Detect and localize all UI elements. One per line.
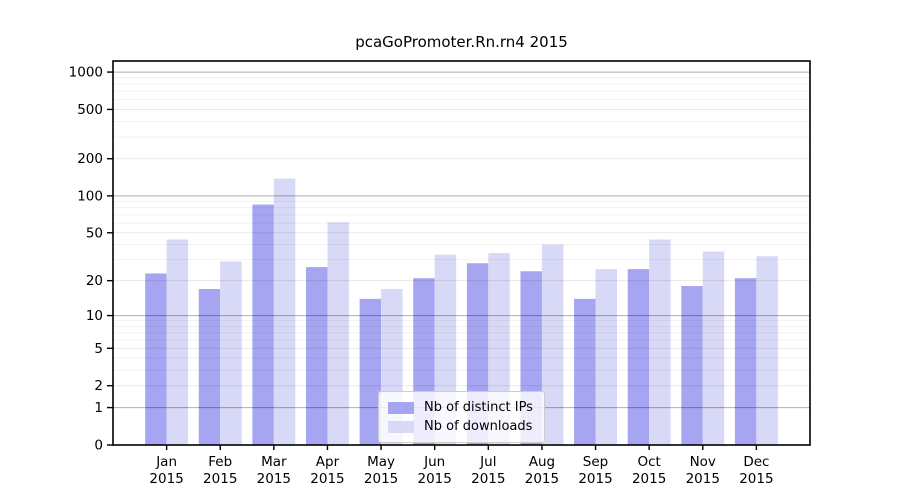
legend-label-downloads: Nb of downloads <box>424 419 533 434</box>
bar-downloads-mar <box>273 178 296 446</box>
bar-distinct-ips-sep <box>574 298 596 445</box>
y-axis-tick-label: 0 <box>94 438 103 454</box>
x-axis-tick-label-month: Dec <box>743 454 769 470</box>
x-axis-tick-label-year: 2015 <box>471 471 505 487</box>
x-axis-tick-label-month: Jul <box>479 454 496 470</box>
y-axis-tick-label: 100 <box>77 188 103 204</box>
bar-downloads-aug <box>541 244 564 445</box>
bar-downloads-nov <box>702 251 725 445</box>
x-axis-tick-label-year: 2015 <box>578 471 612 487</box>
x-axis-tick-label-year: 2015 <box>364 471 398 487</box>
legend-item-downloads: Nb of downloads <box>388 417 533 436</box>
y-axis-tick-label: 20 <box>86 273 103 289</box>
x-axis-tick-label-month: Jan <box>155 454 177 470</box>
x-axis-tick-label-year: 2015 <box>203 471 237 487</box>
bar-downloads-dec <box>756 256 778 445</box>
y-axis-tick-label: 500 <box>77 102 103 118</box>
y-axis-tick-label: 50 <box>86 225 103 241</box>
x-axis-tick-label-year: 2015 <box>739 471 773 487</box>
bar-distinct-ips-apr <box>306 267 328 445</box>
bar-downloads-feb <box>220 261 242 445</box>
x-axis-tick-label-year: 2015 <box>525 471 559 487</box>
x-axis-tick-label-year: 2015 <box>310 471 344 487</box>
x-axis-tick-label-month: Aug <box>529 454 555 470</box>
bar-distinct-ips-dec <box>734 278 757 445</box>
bar-downloads-jan <box>166 239 189 445</box>
y-axis-tick-label: 5 <box>94 341 103 357</box>
bar-distinct-ips-feb <box>198 288 221 445</box>
bar-downloads-sep <box>595 269 617 445</box>
bar-distinct-ips-nov <box>681 286 703 445</box>
x-axis-tick-label-month: Sep <box>583 454 608 470</box>
bar-distinct-ips-oct <box>627 269 650 445</box>
plot-border <box>112 60 811 446</box>
y-axis-tick-label: 2 <box>94 378 103 394</box>
bar-downloads-apr <box>327 222 349 445</box>
x-axis-tick-label-month: Mar <box>261 454 287 470</box>
x-axis-tick-label-month: Nov <box>690 454 716 470</box>
bar-distinct-ips-may <box>359 298 382 445</box>
x-axis-tick-label-year: 2015 <box>257 471 291 487</box>
bar-downloads-oct <box>649 239 671 445</box>
legend-swatch-distinct-ips-icon <box>388 401 414 414</box>
x-axis-tick-label-month: Feb <box>208 454 232 470</box>
legend-item-distinct-ips: Nb of distinct IPs <box>388 398 533 417</box>
legend-swatch-downloads-icon <box>388 420 414 433</box>
x-axis-tick-label-year: 2015 <box>149 471 183 487</box>
legend-label-distinct-ips: Nb of distinct IPs <box>424 400 533 415</box>
x-axis-tick-label-month: May <box>367 454 395 470</box>
y-axis-tick-label: 200 <box>77 151 103 167</box>
x-axis-tick-label-year: 2015 <box>686 471 720 487</box>
x-axis-tick-label-month: Jun <box>423 454 445 470</box>
y-axis-tick-label: 1 <box>94 400 103 416</box>
bar-distinct-ips-mar <box>252 204 274 445</box>
x-axis-tick-label-month: Oct <box>637 454 660 470</box>
chart-title: pcaGoPromoter.Rn.rn4 2015 <box>355 33 568 51</box>
bar-distinct-ips-jan <box>145 273 167 445</box>
x-axis-tick-label-year: 2015 <box>418 471 452 487</box>
x-axis-tick-label-year: 2015 <box>632 471 666 487</box>
y-axis-tick-label: 10 <box>86 308 103 324</box>
x-axis-tick-label-month: Apr <box>316 454 340 470</box>
y-axis-tick-label: 1000 <box>69 65 103 81</box>
legend: Nb of distinct IPs Nb of downloads <box>378 391 545 443</box>
